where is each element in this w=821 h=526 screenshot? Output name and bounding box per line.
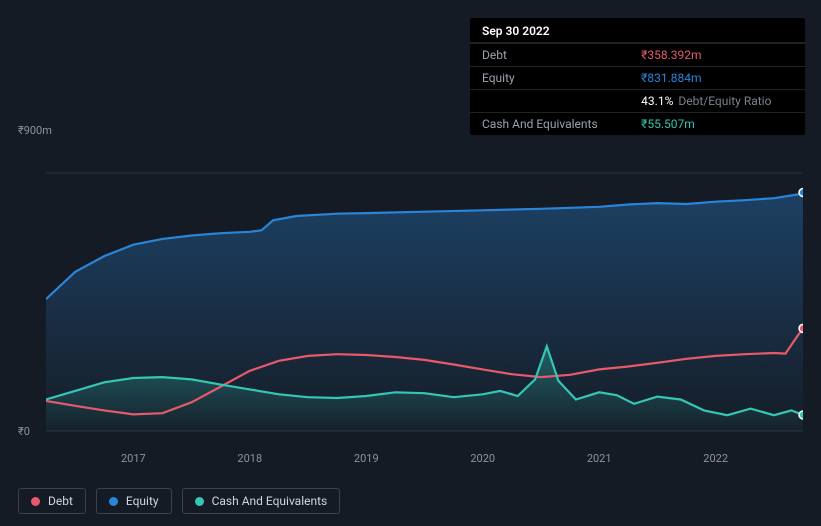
tooltip-equity-label: Equity <box>470 67 629 90</box>
legend-equity[interactable]: Equity <box>96 488 172 514</box>
legend-debt-label: Debt <box>48 494 73 508</box>
tooltip-ratio: 43.1% Debt/Equity Ratio <box>629 90 805 113</box>
plot-area[interactable] <box>46 128 803 440</box>
tooltip-debt-label: Debt <box>470 44 629 67</box>
y-axis-min-label: ₹0 <box>18 425 30 438</box>
x-tick-2019: 2019 <box>354 452 379 465</box>
chart-legend: Debt Equity Cash And Equivalents <box>18 488 340 514</box>
line-chart: ₹900m ₹0 <box>18 128 803 440</box>
debt-color-dot <box>31 497 40 506</box>
tooltip-date: Sep 30 2022 <box>470 18 805 43</box>
debt-end-point <box>799 324 803 332</box>
x-tick-2022: 2022 <box>703 452 728 465</box>
cash-end-point <box>799 411 803 419</box>
x-tick-2020: 2020 <box>470 452 495 465</box>
x-tick-2017: 2017 <box>121 452 146 465</box>
equity-color-dot <box>109 497 118 506</box>
x-tick-2021: 2021 <box>587 452 612 465</box>
legend-debt[interactable]: Debt <box>18 488 86 514</box>
cash-color-dot <box>195 497 204 506</box>
tooltip-debt-value: ₹358.392m <box>629 44 805 67</box>
equity-end-point <box>799 188 803 196</box>
x-tick-2018: 2018 <box>237 452 262 465</box>
chart-frame: Sep 30 2022 Debt ₹358.392m Equity ₹831.8… <box>0 0 821 526</box>
tooltip-equity-value: ₹831.884m <box>629 67 805 90</box>
tooltip-panel: Sep 30 2022 Debt ₹358.392m Equity ₹831.8… <box>470 18 805 135</box>
x-axis-labels: 2017 2018 2019 2020 2021 2022 <box>46 452 803 468</box>
legend-equity-label: Equity <box>126 494 159 508</box>
legend-cash-label: Cash And Equivalents <box>212 494 328 508</box>
legend-cash[interactable]: Cash And Equivalents <box>182 488 341 514</box>
